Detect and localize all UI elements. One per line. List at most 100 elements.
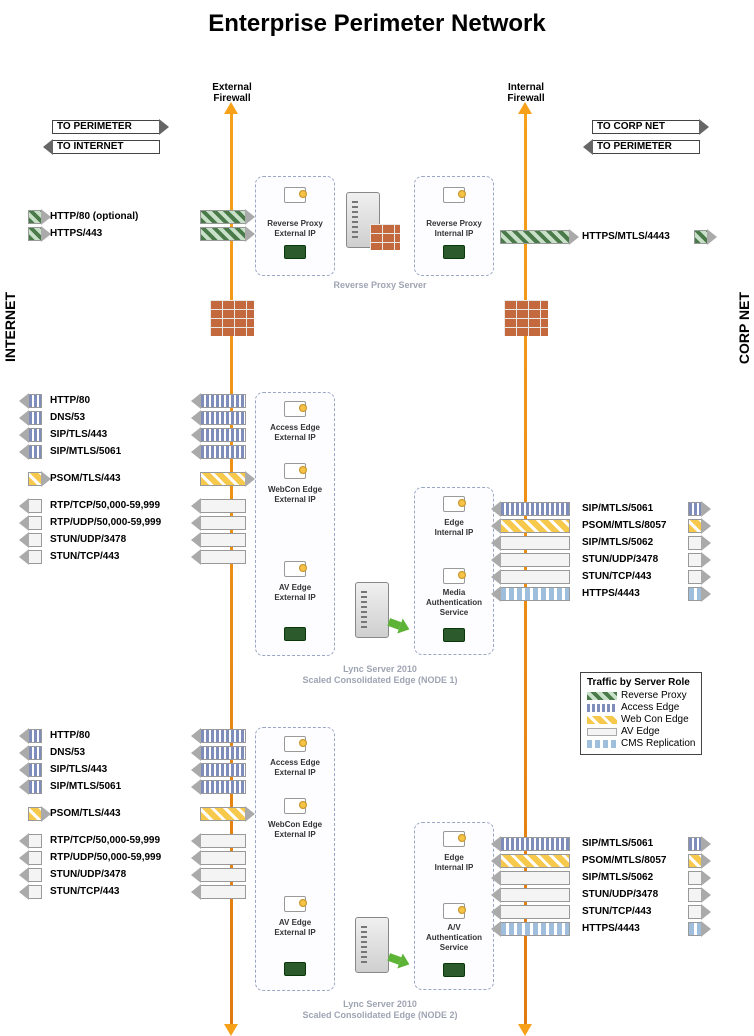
flow-arrow	[200, 499, 246, 513]
flow-arrow	[28, 746, 42, 760]
flow-arrow	[500, 854, 570, 868]
flow-label: STUN/TCP/443	[50, 551, 119, 562]
flow-arrow	[200, 807, 246, 821]
box-caption: Reverse ProxyExternal IP	[256, 219, 334, 239]
flow-arrow	[28, 499, 42, 513]
flow-label: STUN/UDP/3478	[50, 869, 126, 880]
to-corpnet-arrow: TO CORP NET	[592, 120, 700, 134]
flow-arrow	[500, 536, 570, 550]
flow-arrow	[28, 445, 42, 459]
flow-arrow	[28, 411, 42, 425]
legend-title: Traffic by Server Role	[587, 677, 695, 688]
box-caption: WebCon EdgeExternal IP	[256, 820, 334, 840]
box-caption: Reverse ProxyInternal IP	[415, 219, 493, 239]
flow-arrow	[200, 550, 246, 564]
legend-label: Reverse Proxy	[621, 690, 687, 701]
flow-arrow	[500, 905, 570, 919]
box-caption: MediaAuthenticationService	[415, 588, 493, 618]
flow-arrow	[28, 851, 42, 865]
legend-swatch	[587, 716, 617, 724]
brick-firewall-icon	[370, 224, 400, 250]
flow-arrow	[500, 519, 570, 533]
flow-arrow	[28, 472, 42, 486]
flow-arrow	[688, 922, 702, 936]
card-icon	[443, 568, 465, 584]
flow-label: SIP/MTLS/5062	[582, 872, 653, 883]
nic-icon	[284, 962, 306, 976]
node2-caption: Lync Server 2010Scaled Consolidated Edge…	[280, 999, 480, 1021]
flow-label: HTTP/80	[50, 395, 90, 406]
flow-arrow	[28, 868, 42, 882]
flow-arrow	[688, 570, 702, 584]
flow-arrow	[200, 533, 246, 547]
flow-label: PSOM/MTLS/8057	[582, 855, 666, 866]
flow-arrow	[200, 780, 246, 794]
flow-label: SIP/MTLS/5061	[582, 838, 653, 849]
flow-label: HTTP/80	[50, 730, 90, 741]
reverse-proxy-int-ip-box: Reverse ProxyInternal IP	[414, 176, 494, 276]
legend-row: Access Edge	[587, 702, 695, 713]
flow-label: SIP/MTLS/5061	[50, 781, 121, 792]
card-icon	[284, 463, 306, 479]
flow-arrow	[500, 837, 570, 851]
legend-swatch	[587, 740, 617, 748]
card-icon	[284, 187, 306, 203]
card-icon	[443, 903, 465, 919]
box-caption: WebCon EdgeExternal IP	[256, 485, 334, 505]
flow-label: HTTPS/4443	[582, 588, 640, 599]
flow-arrow	[28, 550, 42, 564]
legend-swatch	[587, 704, 617, 712]
flow-arrow	[200, 227, 246, 241]
flow-label: PSOM/TLS/443	[50, 473, 121, 484]
legend-row: Reverse Proxy	[587, 690, 695, 701]
flow-label: STUN/UDP/3478	[50, 534, 126, 545]
legend-row: Web Con Edge	[587, 714, 695, 725]
to-internet-arrow: TO INTERNET	[52, 140, 160, 154]
reverse-proxy-caption: Reverse Proxy Server	[305, 280, 455, 291]
flow-arrow	[28, 763, 42, 777]
flow-arrow	[500, 502, 570, 516]
flow-arrow	[200, 445, 246, 459]
node1-caption: Lync Server 2010Scaled Consolidated Edge…	[280, 664, 480, 686]
node1-ext-box: Access EdgeExternal IP WebCon EdgeExtern…	[255, 392, 335, 656]
box-caption: Access EdgeExternal IP	[256, 423, 334, 443]
flow-arrow	[200, 885, 246, 899]
flow-arrow	[28, 428, 42, 442]
flow-arrow	[688, 536, 702, 550]
box-caption: A/VAuthenticationService	[415, 923, 493, 953]
internal-firewall-label: InternalFirewall	[486, 82, 566, 104]
flow-arrow	[200, 394, 246, 408]
internet-side-label: INTERNET	[2, 292, 18, 362]
flow-arrow	[200, 763, 246, 777]
legend-label: Web Con Edge	[621, 714, 689, 725]
flow-label: STUN/UDP/3478	[582, 889, 658, 900]
nic-icon	[443, 963, 465, 977]
flow-arrow	[500, 888, 570, 902]
card-icon	[284, 736, 306, 752]
flow-arrow	[28, 729, 42, 743]
flow-arrow	[688, 888, 702, 902]
flow-arrow	[500, 922, 570, 936]
flow-label: DNS/53	[50, 412, 85, 423]
flow-arrow	[688, 502, 702, 516]
brick-firewall-icon	[210, 300, 254, 336]
external-firewall-label: ExternalFirewall	[192, 82, 272, 104]
legend-label: CMS Replication	[621, 738, 695, 749]
flow-arrow	[28, 516, 42, 530]
flow-label: SIP/MTLS/5062	[582, 537, 653, 548]
flow-arrow	[28, 533, 42, 547]
flow-label: STUN/TCP/443	[582, 571, 651, 582]
flow-label: HTTPS/443	[50, 228, 102, 239]
flow-label: SIP/TLS/443	[50, 429, 107, 440]
flow-arrow	[200, 516, 246, 530]
flow-label: RTP/UDP/50,000-59,999	[50, 852, 161, 863]
node2-ext-box: Access EdgeExternal IP WebCon EdgeExtern…	[255, 727, 335, 991]
flow-label: SIP/MTLS/5061	[582, 503, 653, 514]
flow-arrow	[28, 807, 42, 821]
flow-arrow	[200, 472, 246, 486]
flow-arrow	[200, 210, 246, 224]
flow-label: STUN/TCP/443	[50, 886, 119, 897]
flow-arrow	[688, 519, 702, 533]
flow-arrow	[688, 553, 702, 567]
flow-arrow	[500, 570, 570, 584]
